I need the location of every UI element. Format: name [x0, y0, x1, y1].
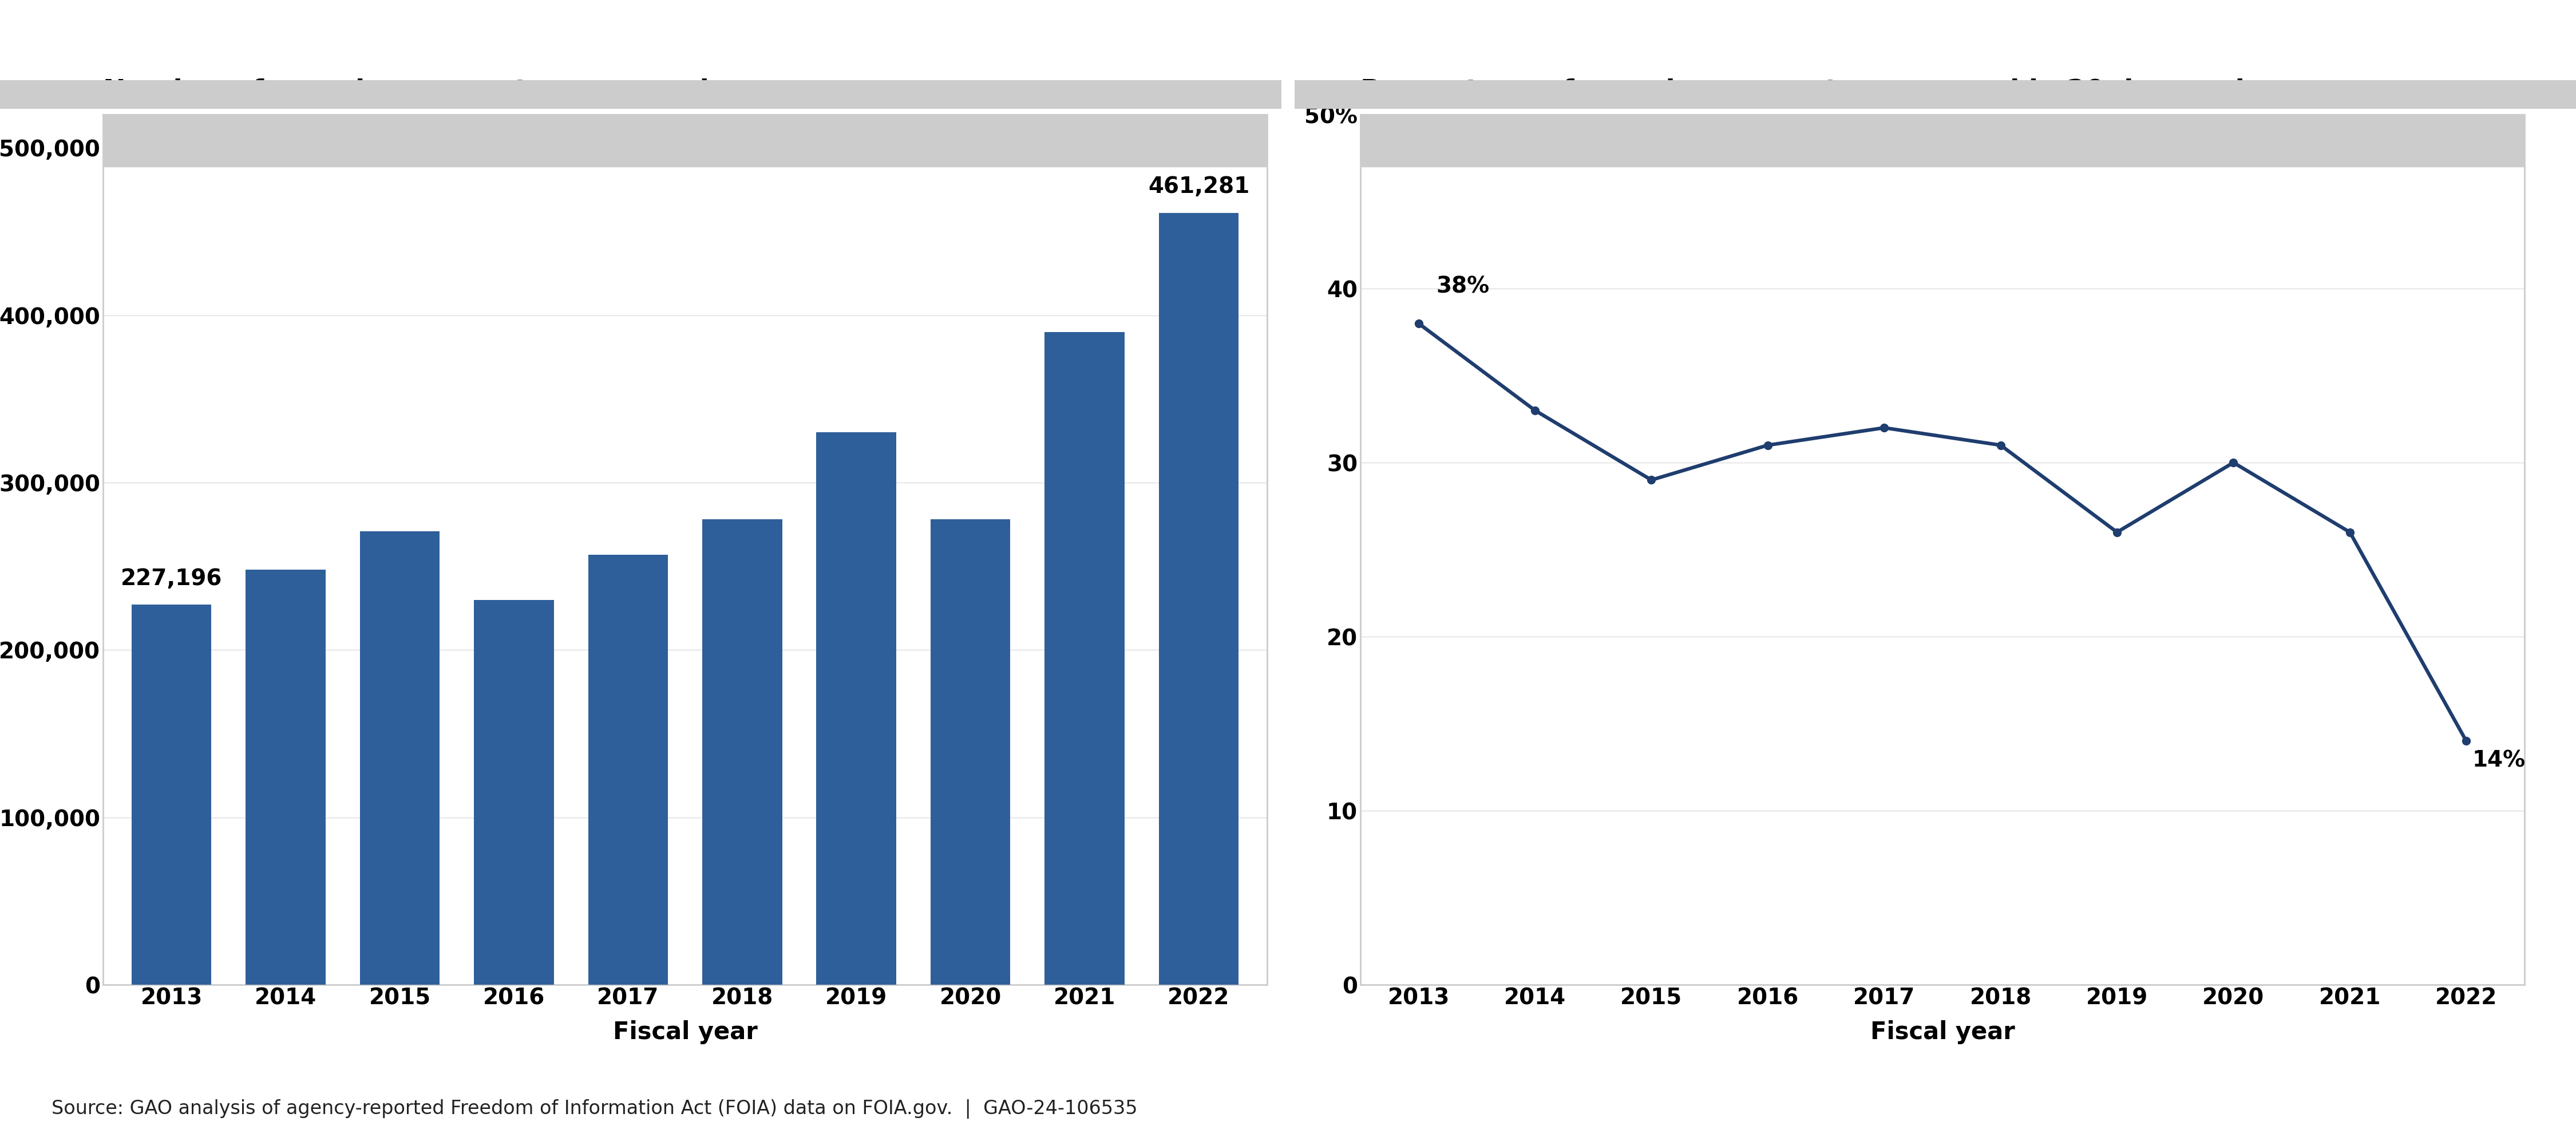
Text: Number of complex requests processed: Number of complex requests processed [103, 79, 708, 104]
Bar [245, 570, 325, 985]
Bar [930, 520, 1010, 985]
Text: Percentage of complex requests processed in 20 days or less: Percentage of complex requests processed… [1360, 79, 2295, 104]
Text: Source: GAO analysis of agency-reported Freedom of Information Act (FOIA) data o: Source: GAO analysis of agency-reported … [52, 1099, 1139, 1119]
X-axis label: Fiscal year: Fiscal year [613, 1020, 757, 1044]
Bar [1159, 213, 1239, 985]
Text: 14%: 14% [2473, 750, 2524, 772]
Bar [587, 554, 667, 985]
Bar [817, 433, 896, 985]
Text: 461,281: 461,281 [1149, 176, 1249, 198]
Bar [131, 605, 211, 985]
Bar [103, 114, 1267, 167]
X-axis label: Fiscal year: Fiscal year [1870, 1020, 2014, 1044]
Bar [474, 600, 554, 985]
Text: 227,196: 227,196 [121, 568, 222, 590]
Bar [703, 520, 783, 985]
Bar [361, 531, 440, 985]
Bar [1046, 332, 1126, 985]
Text: 38%: 38% [1435, 276, 1489, 298]
Bar [1360, 114, 2524, 167]
